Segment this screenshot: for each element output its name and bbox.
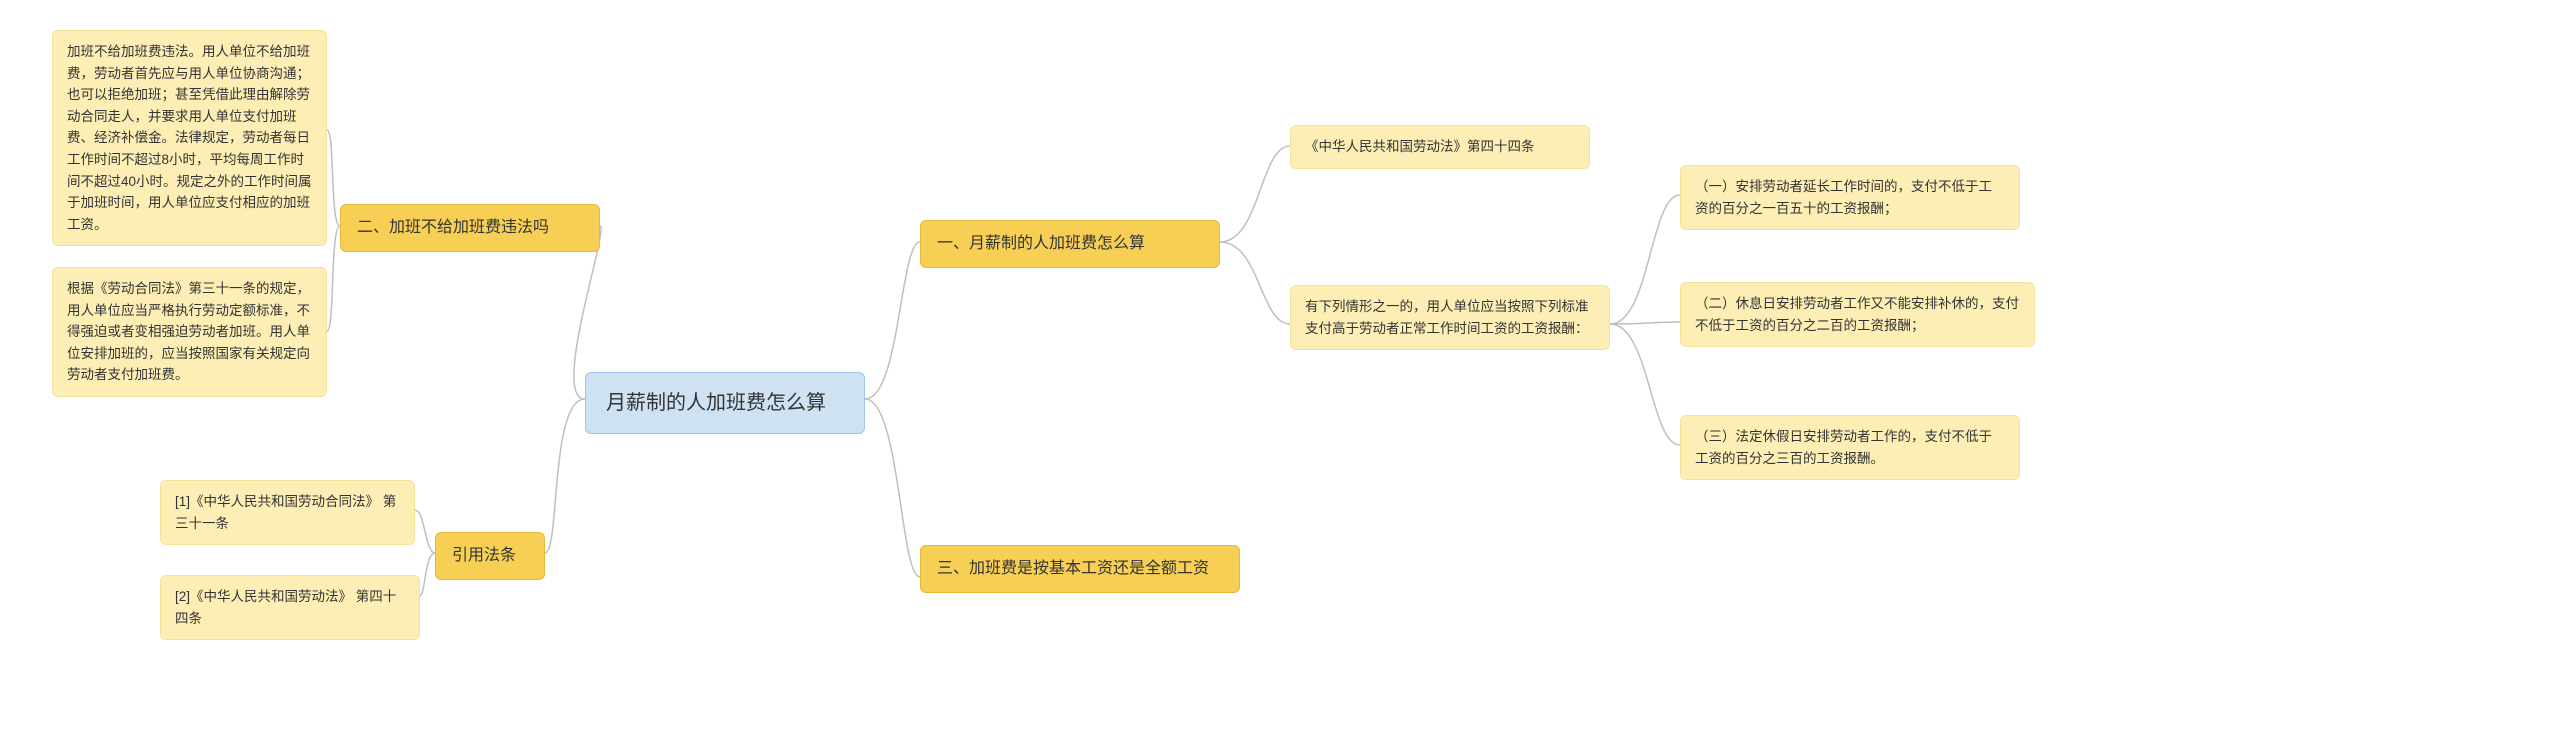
section-2[interactable]: 二、加班不给加班费违法吗 <box>340 204 600 252</box>
section-3[interactable]: 三、加班费是按基本工资还是全额工资 <box>920 545 1240 593</box>
law-article-44: 《中华人民共和国劳动法》第四十四条 <box>1290 125 1590 169</box>
reference-2: [2]《中华人民共和国劳动法》 第四十四条 <box>160 575 420 640</box>
reference-1: [1]《中华人民共和国劳动合同法》 第三十一条 <box>160 480 415 545</box>
condition-3: （三）法定休假日安排劳动者工作的，支付不低于工资的百分之三百的工资报酬。 <box>1680 415 2020 480</box>
section-2-detail-2: 根据《劳动合同法》第三十一条的规定，用人单位应当严格执行劳动定额标准，不得强迫或… <box>52 267 327 397</box>
condition-2: （二）休息日安排劳动者工作又不能安排补休的，支付不低于工资的百分之二百的工资报酬… <box>1680 282 2035 347</box>
section-2-detail-1: 加班不给加班费违法。用人单位不给加班费，劳动者首先应与用人单位协商沟通；也可以拒… <box>52 30 327 246</box>
condition-1: （一）安排劳动者延长工作时间的，支付不低于工资的百分之一百五十的工资报酬； <box>1680 165 2020 230</box>
conditions-intro: 有下列情形之一的，用人单位应当按照下列标准支付高于劳动者正常工作时间工资的工资报… <box>1290 285 1610 350</box>
root-node[interactable]: 月薪制的人加班费怎么算 <box>585 372 865 434</box>
section-1[interactable]: 一、月薪制的人加班费怎么算 <box>920 220 1220 268</box>
references[interactable]: 引用法条 <box>435 532 545 580</box>
